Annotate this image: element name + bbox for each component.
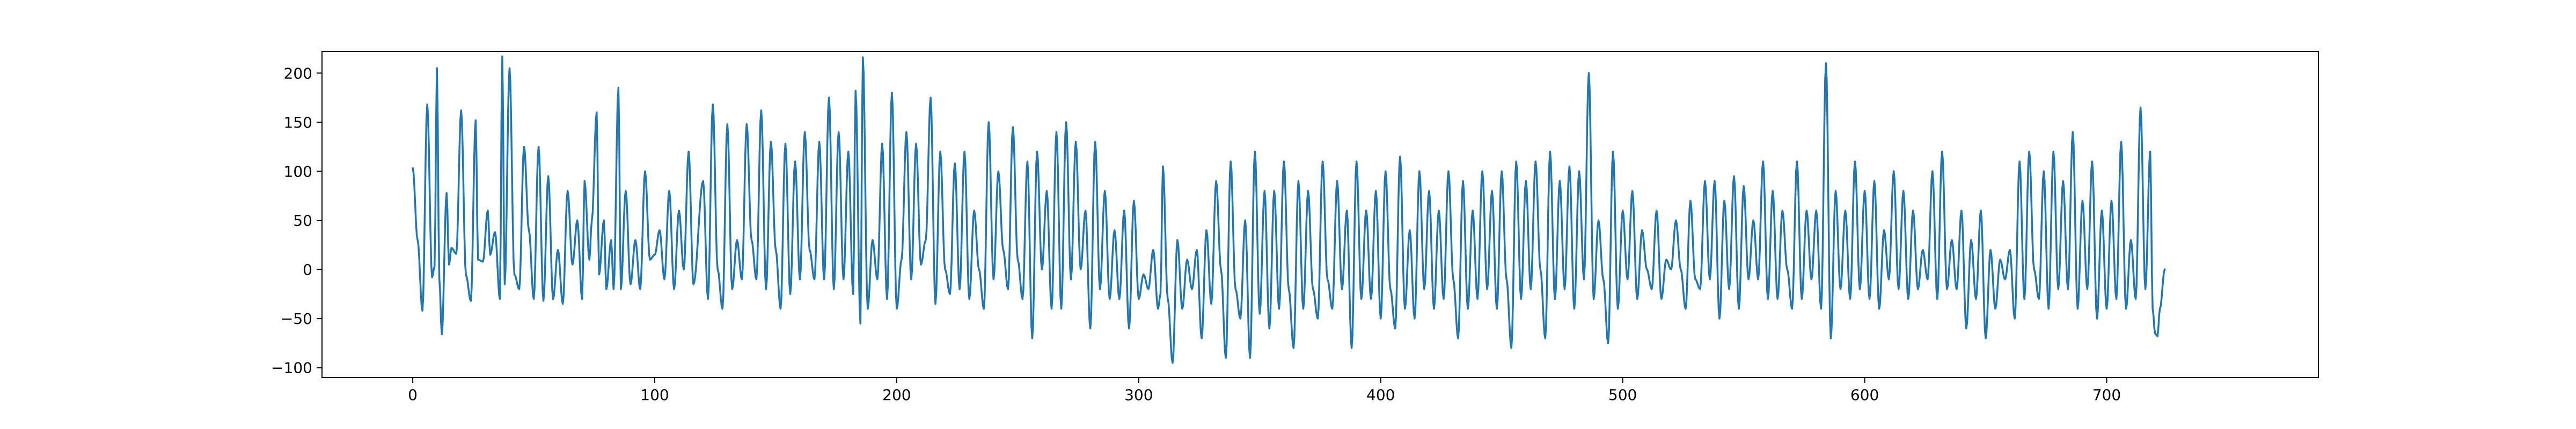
y-tick-label: −100 [271, 359, 312, 377]
x-tick-label: 200 [882, 386, 911, 404]
y-tick-label: 100 [284, 162, 312, 180]
x-tick-label: 100 [640, 386, 669, 404]
x-tick-label: 300 [1124, 386, 1153, 404]
x-tick-label: 700 [2092, 386, 2121, 404]
y-tick-label: 50 [293, 212, 312, 230]
y-tick-label: −50 [281, 310, 312, 328]
y-axis-ticks: −100 −50 0 50 100 150 200 [271, 64, 322, 377]
x-tick-label: 600 [1850, 386, 1879, 404]
y-tick-label: 0 [303, 261, 312, 279]
x-tick-label: 500 [1608, 386, 1637, 404]
y-tick-label: 200 [284, 64, 312, 82]
x-axis-ticks: 0 100 200 300 400 500 600 700 [408, 378, 2121, 404]
y-tick-label: 150 [284, 114, 312, 131]
series-line [412, 55, 2166, 364]
plot-frame [321, 51, 2319, 378]
x-tick-label: 400 [1366, 386, 1395, 404]
x-tick-label: 0 [408, 386, 418, 404]
